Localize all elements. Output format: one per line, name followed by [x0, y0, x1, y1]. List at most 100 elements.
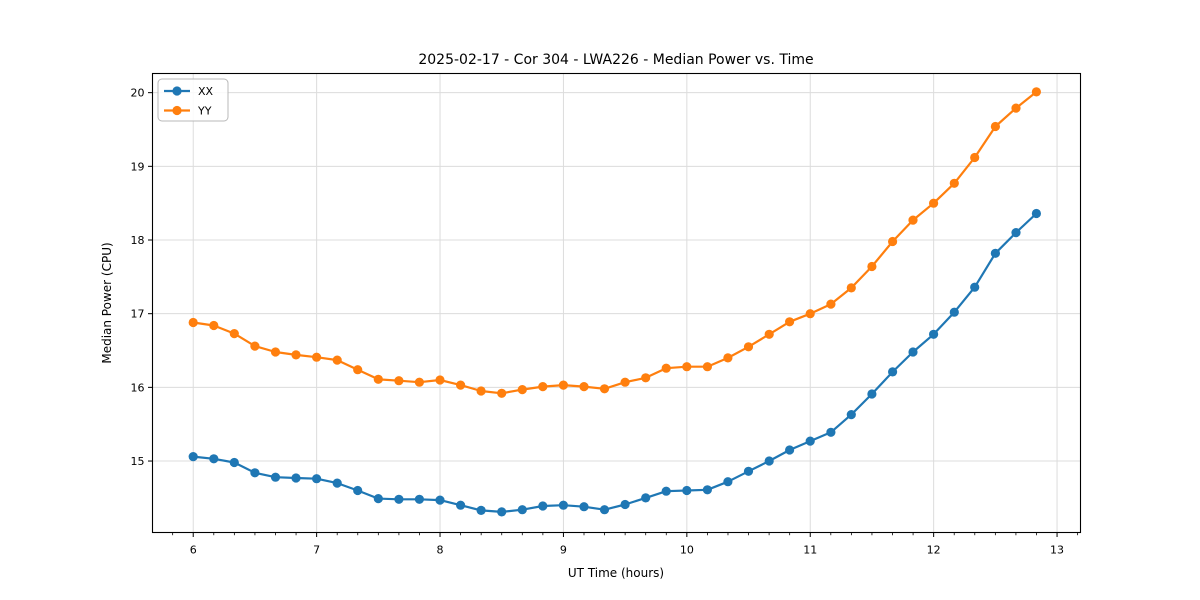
series-point-YY	[743, 342, 754, 352]
x-tick-label: 7	[313, 544, 320, 557]
series-point-XX	[785, 445, 795, 455]
series-point-XX	[641, 493, 651, 503]
series-point-YY	[805, 309, 815, 319]
series-point-XX	[888, 367, 898, 377]
series-point-YY	[270, 347, 281, 357]
series-point-YY	[970, 152, 980, 163]
series-point-XX	[990, 248, 1001, 258]
series	[188, 87, 1041, 517]
plot-frame	[151, 72, 1082, 534]
series-point-XX	[538, 501, 548, 511]
series-point-XX	[312, 474, 322, 484]
series-point-YY	[579, 382, 589, 392]
grid	[152, 73, 1081, 533]
series-point-YY	[1031, 87, 1041, 97]
x-tick-label: 9	[560, 544, 567, 557]
series-point-XX	[805, 436, 815, 446]
chart-title: 2025-02-17 - Cor 304 - LWA226 - Median P…	[418, 52, 813, 68]
series-point-YY	[394, 376, 404, 386]
series-point-YY	[353, 365, 363, 375]
series-point-XX	[456, 500, 466, 510]
series-point-YY	[641, 373, 651, 383]
series-point-XX	[291, 473, 301, 483]
y-tick-label: 16	[131, 381, 145, 394]
series-point-YY	[435, 375, 445, 385]
y-tick-label: 17	[131, 308, 145, 321]
legend-label-YY: YY	[197, 105, 212, 118]
y-tick-label: 20	[131, 87, 145, 100]
series-point-XX	[826, 427, 836, 437]
series-point-XX	[229, 457, 239, 468]
legend-box: XX YY	[157, 78, 229, 122]
x-tick-label: 13	[1050, 544, 1064, 557]
series-point-XX	[620, 499, 630, 510]
y-axis-label: Median Power (CPU)	[100, 242, 114, 363]
series-point-XX	[1011, 228, 1021, 238]
series-point-YY	[188, 317, 198, 328]
legend-frame	[157, 78, 229, 122]
legend: XX YY	[157, 78, 229, 122]
series-point-YY	[620, 377, 630, 387]
series-point-YY	[312, 352, 322, 362]
x-axis-label: UT Time (hours)	[568, 566, 664, 580]
series-point-XX	[497, 507, 507, 517]
series-point-YY	[476, 386, 486, 396]
series-point-YY	[888, 236, 898, 247]
series-point-XX	[188, 452, 198, 462]
x-tick-label: 6	[190, 544, 197, 557]
series-point-YY	[517, 385, 527, 395]
series-point-XX	[517, 505, 527, 515]
series-point-YY	[826, 299, 836, 309]
axes: 6 7 8 9 10 11 12 13 15 16 17 18 19 20	[131, 72, 1082, 557]
series-point-XX	[250, 468, 260, 478]
series-point-XX	[579, 502, 589, 512]
series-point-XX	[908, 347, 918, 357]
series-point-XX	[970, 282, 980, 292]
series-point-YY	[929, 198, 939, 208]
series-point-XX	[373, 494, 383, 504]
series-line-XX	[193, 212, 1038, 513]
x-tick-label: 12	[927, 544, 941, 557]
x-tick-label: 10	[680, 544, 694, 557]
series-point-XX	[394, 494, 404, 504]
series-point-YY	[867, 261, 877, 272]
series-point-XX	[558, 500, 569, 510]
series-point-YY	[764, 329, 774, 339]
series-point-YY	[456, 380, 466, 390]
series-point-XX	[702, 485, 713, 495]
series-point-XX	[599, 505, 610, 515]
series-point-YY	[949, 178, 959, 188]
series-point-XX	[682, 485, 692, 496]
series-point-XX	[435, 495, 445, 505]
series-point-YY	[702, 362, 713, 372]
series-point-YY	[1011, 103, 1021, 113]
legend-label-XX: XX	[198, 85, 214, 98]
series-point-XX	[209, 454, 219, 464]
series-line-YY	[193, 91, 1038, 395]
legend-marker-XX	[172, 86, 182, 96]
series-point-XX	[476, 505, 486, 515]
x-tick-label: 11	[803, 544, 817, 557]
series-point-XX	[949, 307, 959, 317]
series-point-YY	[497, 388, 507, 398]
series-point-YY	[332, 355, 342, 365]
series-point-XX	[723, 477, 733, 487]
series-point-YY	[661, 363, 671, 373]
series-point-YY	[209, 320, 219, 331]
series-point-YY	[785, 317, 795, 327]
series-point-YY	[250, 341, 260, 351]
y-tick-label: 19	[131, 160, 145, 173]
series-point-YY	[373, 374, 383, 384]
series-point-XX	[867, 389, 877, 399]
series-point-XX	[743, 466, 754, 476]
series-point-XX	[846, 410, 856, 420]
series-point-YY	[414, 377, 424, 387]
series-point-XX	[270, 472, 281, 482]
legend-marker-YY	[172, 105, 182, 116]
series-point-YY	[908, 215, 918, 225]
x-tick-label: 8	[437, 544, 444, 557]
series-point-YY	[229, 329, 239, 339]
series-point-YY	[599, 384, 610, 394]
